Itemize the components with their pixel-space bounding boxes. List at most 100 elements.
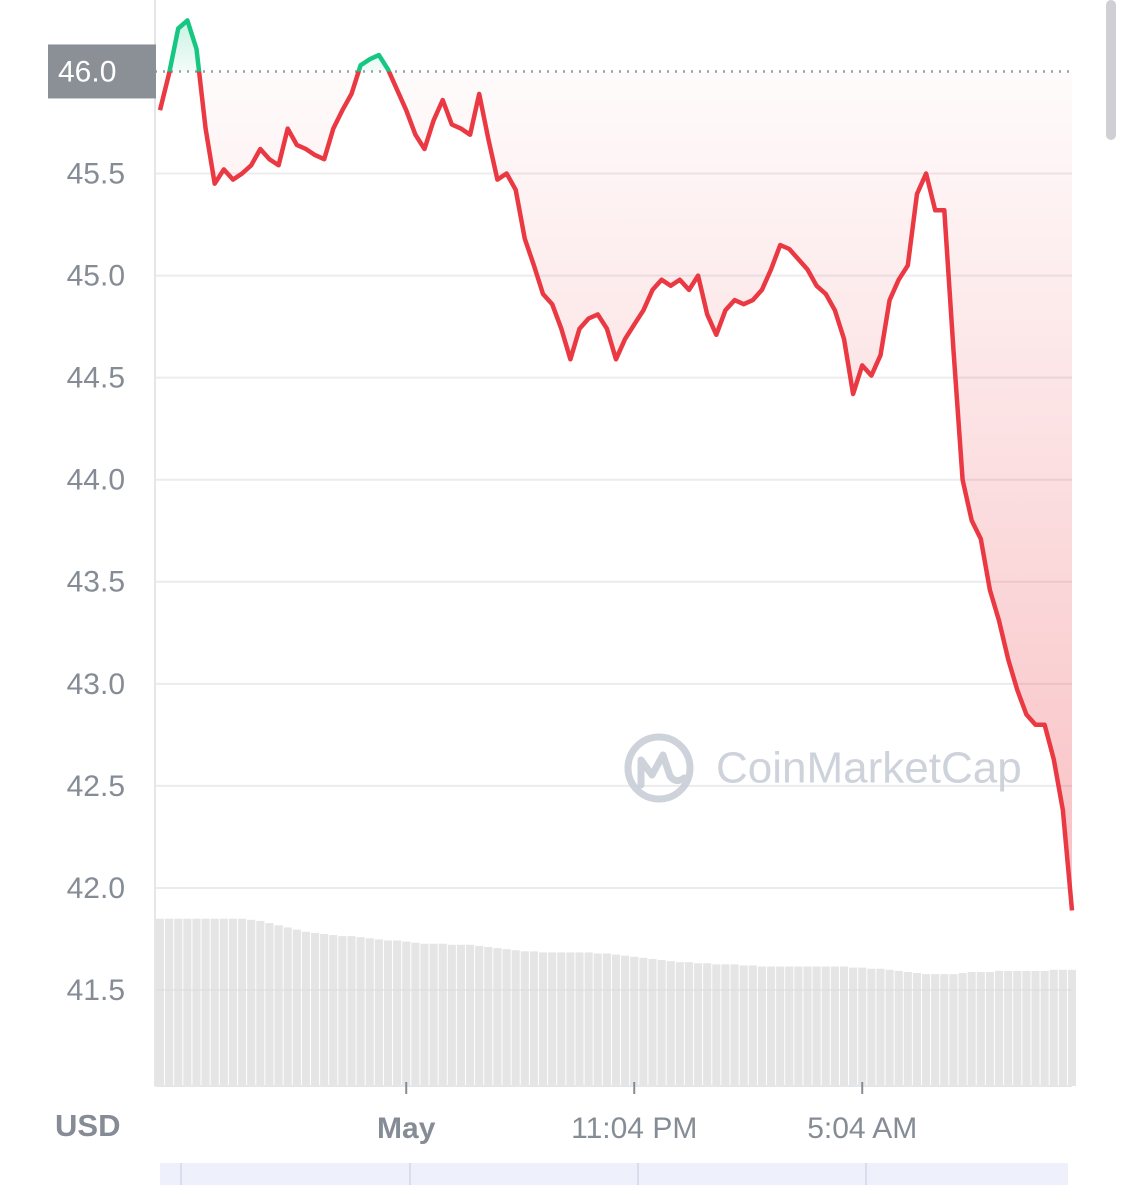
volume-bar	[356, 937, 365, 1086]
volume-bar	[721, 964, 730, 1086]
volume-bar	[420, 943, 429, 1086]
y-tick-label: 42.0	[67, 872, 125, 905]
volume-bar	[803, 966, 812, 1086]
volume-bar	[338, 936, 347, 1086]
volume-bar	[849, 967, 858, 1086]
volume-bar	[949, 974, 958, 1086]
scrollbar	[1106, 0, 1116, 140]
volume-bar	[548, 952, 557, 1086]
volume-bar	[967, 971, 976, 1086]
volume-bar	[712, 964, 721, 1086]
volume-bar	[192, 918, 201, 1086]
volume-bar	[511, 950, 520, 1086]
volume-bar	[566, 952, 575, 1086]
volume-bar	[766, 966, 776, 1086]
volume-bar	[210, 918, 219, 1086]
volume-bar	[502, 949, 511, 1086]
watermark-text: CoinMarketCap	[716, 744, 1022, 793]
line-down	[157, 71, 1075, 911]
range-strip	[160, 1163, 1068, 1185]
volume	[155, 918, 1077, 1086]
volume-bar	[785, 966, 794, 1086]
volume-bar	[1013, 970, 1022, 1086]
volume-bar	[1067, 969, 1077, 1086]
volume-bar	[247, 919, 256, 1086]
volume-bar	[329, 935, 338, 1086]
volume-bar	[657, 960, 666, 1086]
volume-bar	[584, 952, 593, 1086]
volume-bar	[922, 974, 931, 1086]
volume-bar	[931, 974, 940, 1086]
x-tick-label: May	[377, 1112, 436, 1145]
volume-bar	[374, 939, 383, 1086]
volume-bar	[429, 943, 438, 1086]
volume-bar	[1022, 970, 1031, 1086]
volume-bar	[265, 923, 274, 1086]
volume-bar	[1049, 969, 1058, 1086]
volume-bar	[867, 968, 876, 1086]
volume-bar	[447, 944, 456, 1086]
volume-bar	[283, 927, 292, 1086]
volume-bar	[301, 931, 310, 1086]
volume-bar	[611, 954, 621, 1086]
volume-bar	[648, 958, 657, 1086]
volume-bar	[694, 963, 703, 1086]
y-tick-label: 45.5	[67, 157, 125, 190]
volume-bar	[256, 920, 265, 1086]
volume-bar	[985, 971, 994, 1086]
volume-bar	[274, 925, 283, 1086]
volume-bar	[411, 942, 420, 1086]
volume-bar	[456, 944, 466, 1086]
volume-bar	[903, 971, 912, 1086]
volume-bar	[730, 964, 739, 1086]
volume-bar	[940, 974, 949, 1086]
volume-bar	[748, 965, 757, 1086]
volume-bar	[876, 968, 885, 1086]
volume-bar	[684, 962, 694, 1086]
y-tick-label: 42.5	[67, 770, 125, 803]
volume-bar	[794, 966, 803, 1086]
volume-bar	[593, 953, 602, 1086]
volume-bar	[602, 953, 611, 1086]
volume-bar	[238, 918, 247, 1086]
volume-bar	[621, 955, 630, 1086]
volume-bar	[155, 918, 165, 1086]
labels: 41.5 42.0 42.5 43.0 43.5 44.0 44.5 45.0 45.5 46.0…	[48, 44, 917, 1145]
volume-bar	[529, 951, 538, 1086]
volume-bar	[1040, 970, 1049, 1086]
y-tick-label: 44.0	[67, 464, 125, 497]
volume-bar	[292, 929, 301, 1086]
volume-bar	[475, 945, 484, 1086]
volume-bar	[976, 971, 985, 1086]
volume-bar	[858, 967, 867, 1086]
volume-bar	[639, 957, 648, 1086]
volume-bar	[821, 966, 830, 1086]
y-tick-label: 44.5	[67, 362, 125, 395]
volume-bar	[174, 918, 183, 1086]
volume-bar	[1004, 970, 1013, 1086]
volume-bar	[538, 952, 548, 1086]
volume-bar	[365, 938, 374, 1086]
volume-bar	[438, 943, 447, 1086]
volume-bar	[201, 918, 210, 1086]
watermark: CoinMarketCap	[624, 733, 1022, 803]
volume-bar	[912, 973, 922, 1086]
volume-bar	[666, 961, 675, 1086]
volume-bar	[484, 946, 493, 1086]
volume-bar	[885, 969, 894, 1086]
volume-bar	[383, 940, 393, 1086]
volume-bar	[165, 918, 174, 1086]
volume-bar	[812, 966, 821, 1086]
baseline-label-box	[48, 44, 156, 99]
volume-bar	[493, 948, 502, 1086]
y-tick-label: 46.0	[58, 55, 116, 88]
currency-label: USD	[55, 1108, 120, 1143]
plot	[157, 18, 1075, 911]
volume-bar	[520, 951, 529, 1086]
volume-bar	[630, 956, 639, 1086]
volume-bar	[958, 973, 967, 1086]
area-down	[160, 71, 1072, 911]
area-up	[169, 20, 389, 72]
volume-bar	[347, 936, 356, 1086]
volume-bar	[219, 918, 228, 1086]
